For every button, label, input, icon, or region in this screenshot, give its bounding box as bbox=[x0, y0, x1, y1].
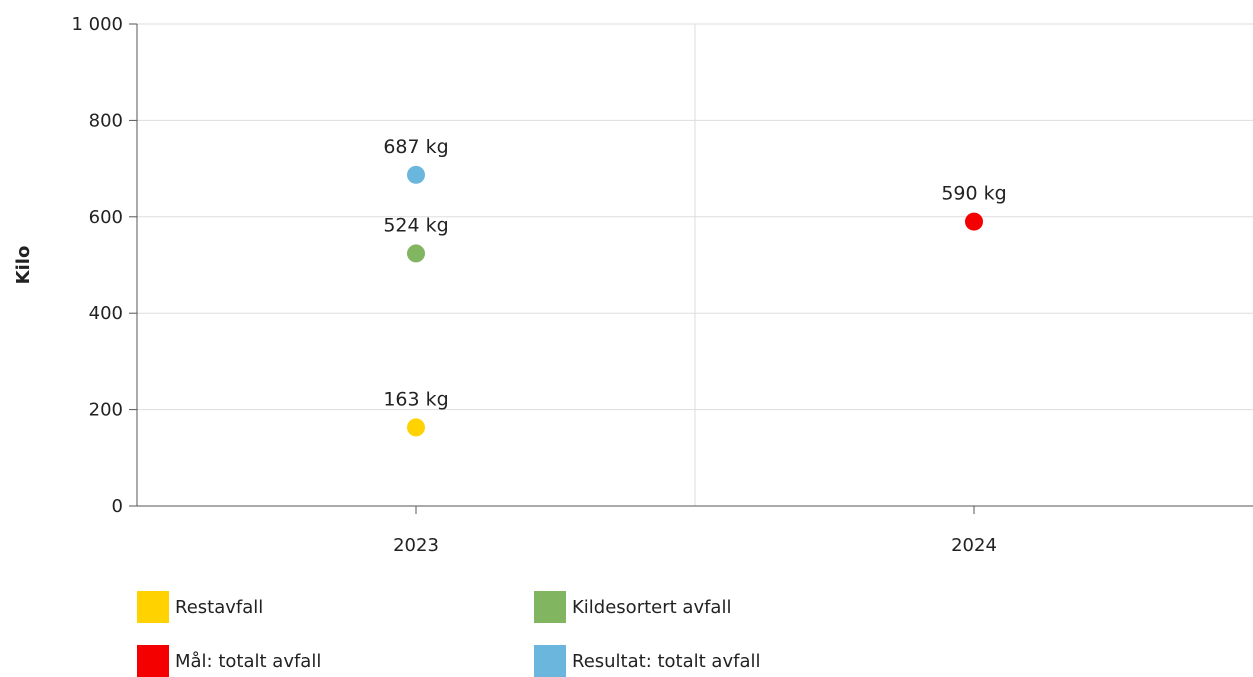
y-tick-label: 200 bbox=[89, 400, 123, 421]
legend-label-kildesortert: Kildesortert avfall bbox=[572, 596, 732, 618]
legend-swatch-resultat bbox=[534, 645, 566, 677]
chart: 0 200 400 600 800 1 000 2023 2024 Kilo 163 kg 52… bbox=[13, 14, 1253, 556]
y-tick-label: 800 bbox=[89, 110, 123, 131]
legend-swatch-maal bbox=[137, 645, 169, 677]
legend-item-maal[interactable]: Mål: totalt avfall bbox=[137, 645, 321, 677]
legend-label-resultat: Resultat: totalt avfall bbox=[572, 650, 761, 672]
y-tick-label: 0 bbox=[112, 496, 123, 517]
data-label: 524 kg bbox=[383, 214, 448, 236]
legend-swatch-restavfall bbox=[137, 591, 169, 623]
grid bbox=[137, 23, 1253, 506]
y-tick-label: 400 bbox=[89, 303, 123, 324]
y-tick-label: 1 000 bbox=[71, 14, 123, 35]
data-point[interactable] bbox=[407, 244, 425, 263]
data-point[interactable] bbox=[407, 165, 425, 184]
y-tick-label: 600 bbox=[89, 207, 123, 228]
legend-label-restavfall: Restavfall bbox=[175, 596, 264, 618]
legend-label-maal: Mål: totalt avfall bbox=[175, 650, 322, 672]
data-point[interactable] bbox=[965, 212, 983, 231]
data-points: 163 kg 524 kg 590 kg 687 kg bbox=[383, 136, 1007, 437]
data-label: 687 kg bbox=[383, 136, 448, 158]
legend-item-resultat[interactable]: Resultat: totalt avfall bbox=[534, 645, 760, 677]
x-tick-label: 2023 bbox=[393, 535, 439, 556]
legend-item-kildesortert[interactable]: Kildesortert avfall bbox=[534, 591, 731, 623]
x-tick-label: 2024 bbox=[951, 535, 997, 556]
data-point[interactable] bbox=[407, 418, 425, 437]
axes: 0 200 400 600 800 1 000 2023 2024 bbox=[71, 14, 1253, 556]
data-label: 590 kg bbox=[941, 183, 1006, 205]
legend-swatch-kildesortert bbox=[534, 591, 566, 623]
legend-item-restavfall[interactable]: Restavfall bbox=[137, 591, 263, 623]
y-axis-title: Kilo bbox=[13, 246, 34, 285]
data-label: 163 kg bbox=[383, 388, 448, 410]
